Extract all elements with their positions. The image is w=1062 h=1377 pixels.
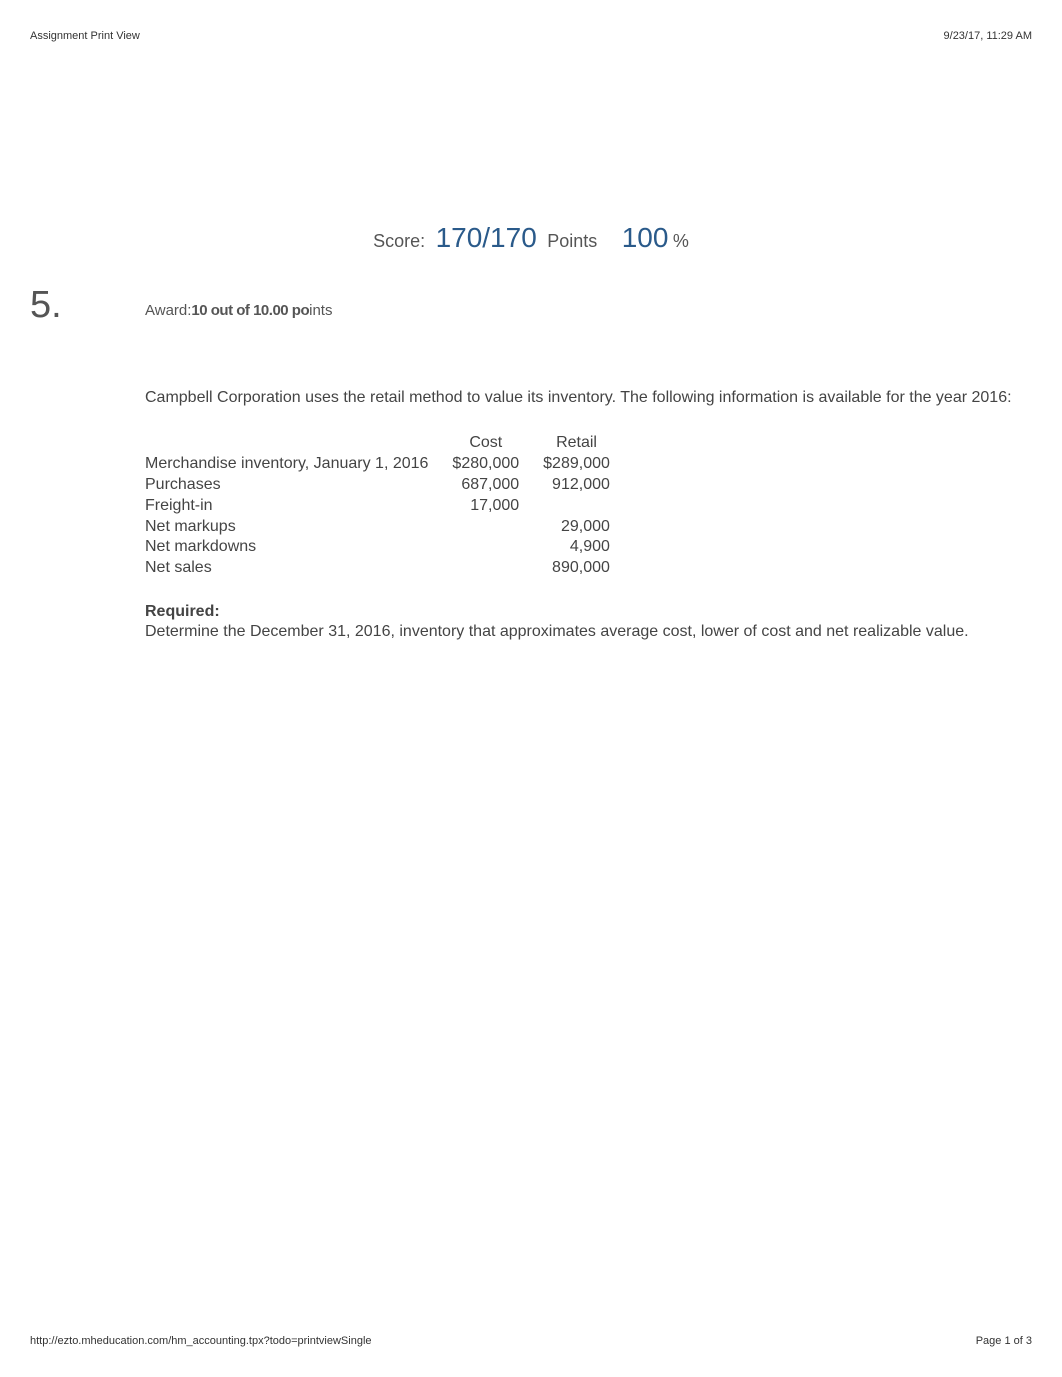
table-cell-retail: 890,000	[531, 558, 622, 579]
required-section: Required: Determine the December 31, 201…	[145, 603, 1032, 643]
table-cell-retail: 4,900	[531, 537, 622, 558]
table-cell-cost: 17,000	[440, 496, 531, 517]
footer-page: Page 1 of 3	[976, 1335, 1032, 1347]
table-header-retail: Retail	[531, 433, 622, 454]
page-header: Assignment Print View 9/23/17, 11:29 AM	[0, 0, 1062, 42]
table-cell-label: Net markdowns	[145, 537, 440, 558]
table-row: Net markdowns 4,900	[145, 537, 622, 558]
table-cell-label: Net sales	[145, 558, 440, 579]
table-cell-cost: $280,000	[440, 454, 531, 475]
table-cell-label: Purchases	[145, 475, 440, 496]
table-cell-label: Net markups	[145, 517, 440, 538]
header-timestamp: 9/23/17, 11:29 AM	[944, 30, 1032, 42]
table-row: Merchandise inventory, January 1, 2016 $…	[145, 454, 622, 475]
required-label: Required:	[145, 603, 220, 620]
footer-url: http://ezto.mheducation.com/hm_accountin…	[30, 1335, 372, 1347]
table-row: Net sales 890,000	[145, 558, 622, 579]
table-row: Net markups 29,000	[145, 517, 622, 538]
table-cell-retail	[531, 496, 622, 517]
award-outof: 10 out of 10.00 po	[191, 302, 309, 319]
score-percent-sign: %	[673, 231, 689, 251]
award-prefix: Award:	[145, 302, 191, 319]
table-cell-retail: $289,000	[531, 454, 622, 475]
table-cell-label: Merchandise inventory, January 1, 2016	[145, 454, 440, 475]
table-cell-cost	[440, 537, 531, 558]
table-header-cost: Cost	[440, 433, 531, 454]
table-cell-retail: 912,000	[531, 475, 622, 496]
question-number: 5.	[30, 284, 145, 327]
problem-intro: Campbell Corporation uses the retail met…	[145, 387, 1032, 409]
score-percent: 100	[622, 222, 669, 253]
score-points-label: Points	[547, 231, 597, 251]
question-row: 5. Award:10 out of 10.00 points	[0, 284, 1062, 327]
table-row: Freight-in 17,000	[145, 496, 622, 517]
header-title: Assignment Print View	[30, 30, 140, 42]
score-section: Score: 170/170 Points 100 %	[0, 222, 1062, 254]
table-header-row: Cost Retail	[145, 433, 622, 454]
table-cell-cost	[440, 517, 531, 538]
page-footer: http://ezto.mheducation.com/hm_accountin…	[30, 1335, 1032, 1347]
score-value: 170/170	[436, 222, 537, 253]
table-header-empty	[145, 433, 440, 454]
table-cell-retail: 29,000	[531, 517, 622, 538]
table-cell-label: Freight-in	[145, 496, 440, 517]
table-row: Purchases 687,000 912,000	[145, 475, 622, 496]
content-area: Campbell Corporation uses the retail met…	[0, 327, 1062, 643]
table-cell-cost: 687,000	[440, 475, 531, 496]
required-text: Determine the December 31, 2016, invento…	[145, 623, 969, 640]
data-table: Cost Retail Merchandise inventory, Janua…	[145, 433, 622, 579]
award-suffix: ints	[309, 302, 332, 319]
award-text: Award:10 out of 10.00 points	[145, 284, 332, 319]
table-cell-cost	[440, 558, 531, 579]
score-label: Score:	[373, 231, 425, 251]
